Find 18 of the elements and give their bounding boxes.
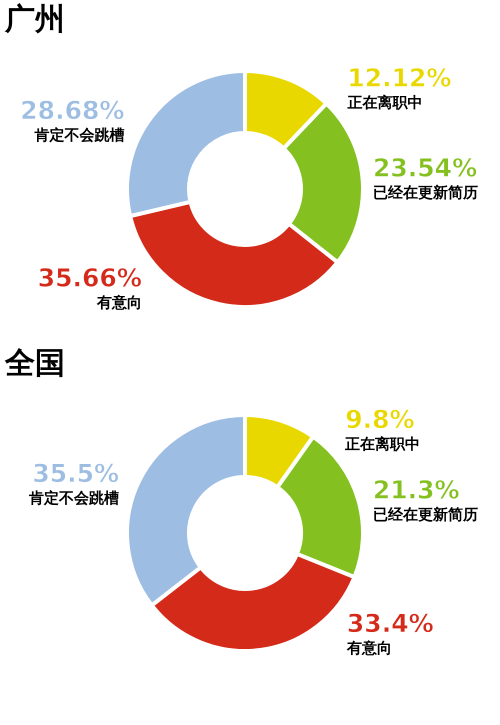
data-label: 23.54% <box>373 154 478 183</box>
slice-label: 正在离职中 <box>344 434 420 453</box>
data-label: 35.5% <box>32 458 120 488</box>
data-label: 28.68% <box>20 96 124 125</box>
chart-title: 广州 <box>4 2 65 37</box>
slice-label: 肯定不会跳槽 <box>33 126 124 144</box>
slice-label: 已经在更新简历 <box>372 505 478 524</box>
data-label: 35.66% <box>38 263 142 292</box>
chart-title: 全国 <box>4 346 65 381</box>
data-label: 12.12% <box>347 64 452 93</box>
data-label: 33.4% <box>346 609 434 638</box>
data-label: 9.8% <box>345 404 415 434</box>
slice-label: 有意向 <box>96 293 142 312</box>
slice-label: 已经在更新简历 <box>373 184 478 202</box>
slice-label: 有意向 <box>346 639 392 657</box>
slice-label: 肯定不会跳槽 <box>28 488 120 507</box>
slice-label: 正在离职中 <box>346 94 422 112</box>
data-label: 21.3% <box>372 475 460 504</box>
